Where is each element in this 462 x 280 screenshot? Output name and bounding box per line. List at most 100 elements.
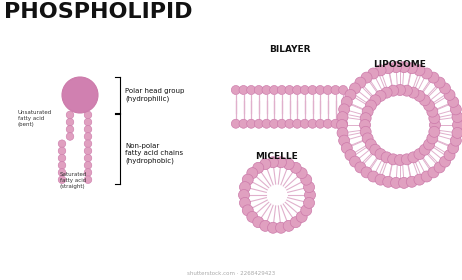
Circle shape — [323, 119, 332, 128]
Circle shape — [368, 171, 379, 182]
Circle shape — [247, 168, 258, 179]
Circle shape — [350, 83, 360, 94]
Circle shape — [406, 63, 417, 74]
Circle shape — [84, 162, 92, 169]
Circle shape — [365, 100, 377, 111]
Circle shape — [381, 152, 392, 163]
Circle shape — [267, 157, 279, 168]
Circle shape — [345, 150, 356, 161]
Circle shape — [238, 190, 249, 200]
Circle shape — [84, 118, 92, 126]
Circle shape — [362, 106, 373, 117]
Circle shape — [304, 190, 316, 200]
Circle shape — [267, 222, 279, 233]
Circle shape — [304, 182, 315, 193]
Circle shape — [337, 127, 348, 138]
Circle shape — [336, 120, 347, 130]
Circle shape — [308, 85, 317, 95]
Circle shape — [292, 119, 302, 128]
Circle shape — [424, 100, 435, 111]
Circle shape — [84, 133, 92, 140]
Circle shape — [395, 85, 406, 95]
Circle shape — [255, 119, 263, 128]
Circle shape — [430, 120, 440, 130]
Circle shape — [428, 72, 439, 83]
Circle shape — [339, 119, 348, 128]
Circle shape — [421, 68, 432, 79]
Circle shape — [262, 85, 271, 95]
Circle shape — [62, 77, 98, 113]
Circle shape — [368, 68, 379, 79]
Circle shape — [275, 157, 286, 168]
Circle shape — [285, 85, 294, 95]
Circle shape — [395, 155, 406, 165]
Circle shape — [341, 96, 353, 108]
Circle shape — [388, 85, 399, 96]
Circle shape — [375, 149, 386, 160]
Circle shape — [84, 111, 92, 119]
Circle shape — [408, 87, 419, 98]
Circle shape — [450, 135, 462, 146]
Text: Non-polar
fatty acid chains
(hydrophobic): Non-polar fatty acid chains (hydrophobic… — [125, 143, 183, 164]
Circle shape — [439, 156, 450, 167]
Circle shape — [381, 87, 392, 98]
Circle shape — [350, 156, 360, 167]
Circle shape — [375, 174, 386, 185]
Circle shape — [239, 119, 248, 128]
Circle shape — [383, 63, 394, 74]
Circle shape — [345, 89, 356, 100]
Circle shape — [429, 113, 440, 124]
Circle shape — [275, 222, 286, 233]
Circle shape — [414, 90, 425, 101]
Circle shape — [277, 85, 286, 95]
Circle shape — [262, 119, 271, 128]
Circle shape — [242, 174, 253, 185]
Circle shape — [452, 112, 462, 123]
Circle shape — [253, 162, 264, 173]
Circle shape — [66, 125, 74, 133]
Circle shape — [270, 85, 279, 95]
Circle shape — [448, 96, 459, 108]
Circle shape — [331, 85, 340, 95]
Circle shape — [414, 65, 425, 76]
Circle shape — [231, 119, 240, 128]
Circle shape — [285, 119, 294, 128]
Circle shape — [401, 85, 412, 96]
Circle shape — [355, 77, 366, 88]
Circle shape — [58, 162, 66, 169]
Text: LIPOSOME: LIPOSOME — [374, 60, 426, 69]
Circle shape — [375, 65, 386, 76]
Circle shape — [84, 154, 92, 162]
Text: Saturated
fatty acid
(straight): Saturated fatty acid (straight) — [60, 172, 87, 189]
Text: MICELLE: MICELLE — [255, 152, 298, 161]
Circle shape — [58, 147, 66, 155]
Circle shape — [290, 217, 301, 228]
Circle shape — [424, 139, 435, 150]
Text: Unsaturated
fatty acid
(bent): Unsaturated fatty acid (bent) — [18, 110, 52, 127]
Circle shape — [300, 119, 310, 128]
Circle shape — [428, 167, 439, 178]
Circle shape — [388, 154, 399, 165]
Circle shape — [260, 220, 271, 231]
Circle shape — [361, 72, 372, 83]
Circle shape — [341, 143, 353, 154]
Circle shape — [450, 104, 462, 115]
Circle shape — [337, 112, 348, 123]
Circle shape — [427, 133, 438, 144]
Circle shape — [331, 119, 340, 128]
Circle shape — [301, 205, 312, 216]
Circle shape — [300, 85, 310, 95]
Circle shape — [58, 154, 66, 162]
Circle shape — [434, 77, 445, 88]
Circle shape — [296, 168, 307, 179]
Text: BILAYER: BILAYER — [269, 45, 310, 54]
Circle shape — [448, 143, 459, 154]
Circle shape — [316, 85, 325, 95]
Circle shape — [401, 154, 412, 165]
Circle shape — [283, 220, 294, 231]
Circle shape — [239, 182, 250, 193]
Circle shape — [414, 149, 425, 160]
Circle shape — [452, 120, 462, 130]
Circle shape — [84, 147, 92, 155]
Circle shape — [452, 127, 462, 138]
